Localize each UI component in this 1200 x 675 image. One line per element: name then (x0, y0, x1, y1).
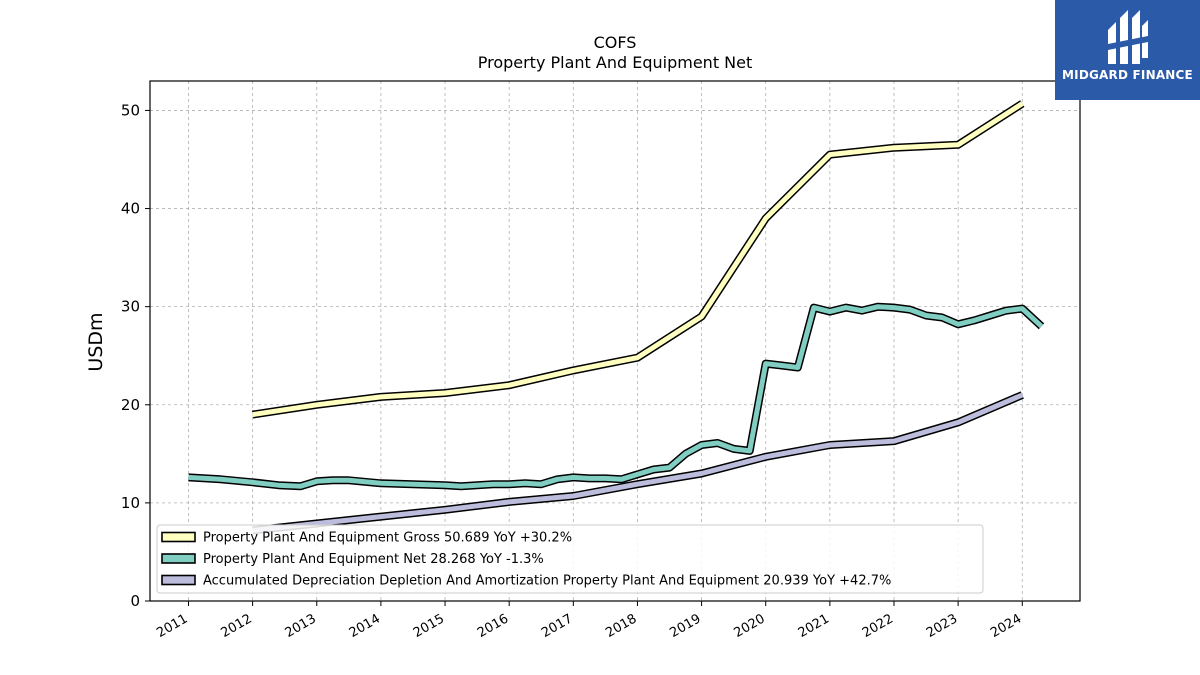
series-line (188, 304, 1044, 489)
x-tick-label: 2020 (732, 611, 768, 641)
x-tick-label: 2012 (218, 611, 254, 641)
series-lines (188, 100, 1045, 535)
legend-swatch (161, 553, 196, 564)
y-tick-label: 50 (121, 101, 140, 119)
chart-subtitle: Property Plant And Equipment Net (478, 53, 753, 72)
x-tick-label: 2021 (796, 611, 832, 641)
grid (150, 81, 1080, 602)
x-tick-label: 2018 (603, 611, 639, 641)
x-tick-label: 2015 (411, 611, 447, 641)
x-tick-label: 2024 (988, 611, 1024, 641)
y-axis-label: USDm (85, 312, 107, 371)
legend-swatch (161, 574, 196, 586)
legend-box (156, 524, 984, 594)
series-line-outline (251, 100, 1025, 419)
x-tick-label: 2013 (283, 611, 319, 641)
x-tick-label: 2023 (924, 611, 960, 641)
legend-entry: Accumulated Depreciation Depletion And A… (203, 574, 891, 589)
series-line (252, 101, 1024, 418)
midgard-logo-icon (1108, 10, 1148, 64)
y-tick-label: 30 (121, 298, 140, 316)
chart-title: COFS (594, 33, 637, 52)
x-tick-label: 2022 (860, 611, 896, 641)
plot-frame (149, 80, 1081, 602)
brand-logo: MIDGARD FINANCE (1055, 0, 1200, 100)
series-line (252, 392, 1024, 533)
x-tick-label: 2014 (347, 611, 383, 641)
legend-entry: Property Plant And Equipment Net 28.268 … (203, 552, 544, 567)
legend-swatch (161, 531, 196, 543)
y-axis-ticks: 0 10 20 30 40 50 (121, 101, 150, 610)
y-tick-label: 0 (130, 592, 140, 610)
series-line-outline (252, 391, 1024, 535)
y-tick-label: 40 (121, 200, 140, 218)
x-tick-label: 2011 (154, 611, 190, 641)
x-axis-ticks: 2011 2012 2013 2014 2015 2016 2017 2018 2019 2020… (154, 601, 1024, 641)
legend-entry: Property Plant And Equipment Gross 50.68… (203, 531, 572, 546)
legend: Property Plant And Equipment Gross 50.68… (156, 524, 984, 594)
x-tick-label: 2016 (475, 611, 511, 641)
x-tick-label: 2019 (667, 611, 703, 641)
y-tick-label: 10 (121, 494, 140, 512)
x-tick-label: 2017 (539, 611, 575, 641)
y-tick-label: 20 (121, 396, 140, 414)
logo-text: MIDGARD FINANCE (1062, 68, 1193, 82)
